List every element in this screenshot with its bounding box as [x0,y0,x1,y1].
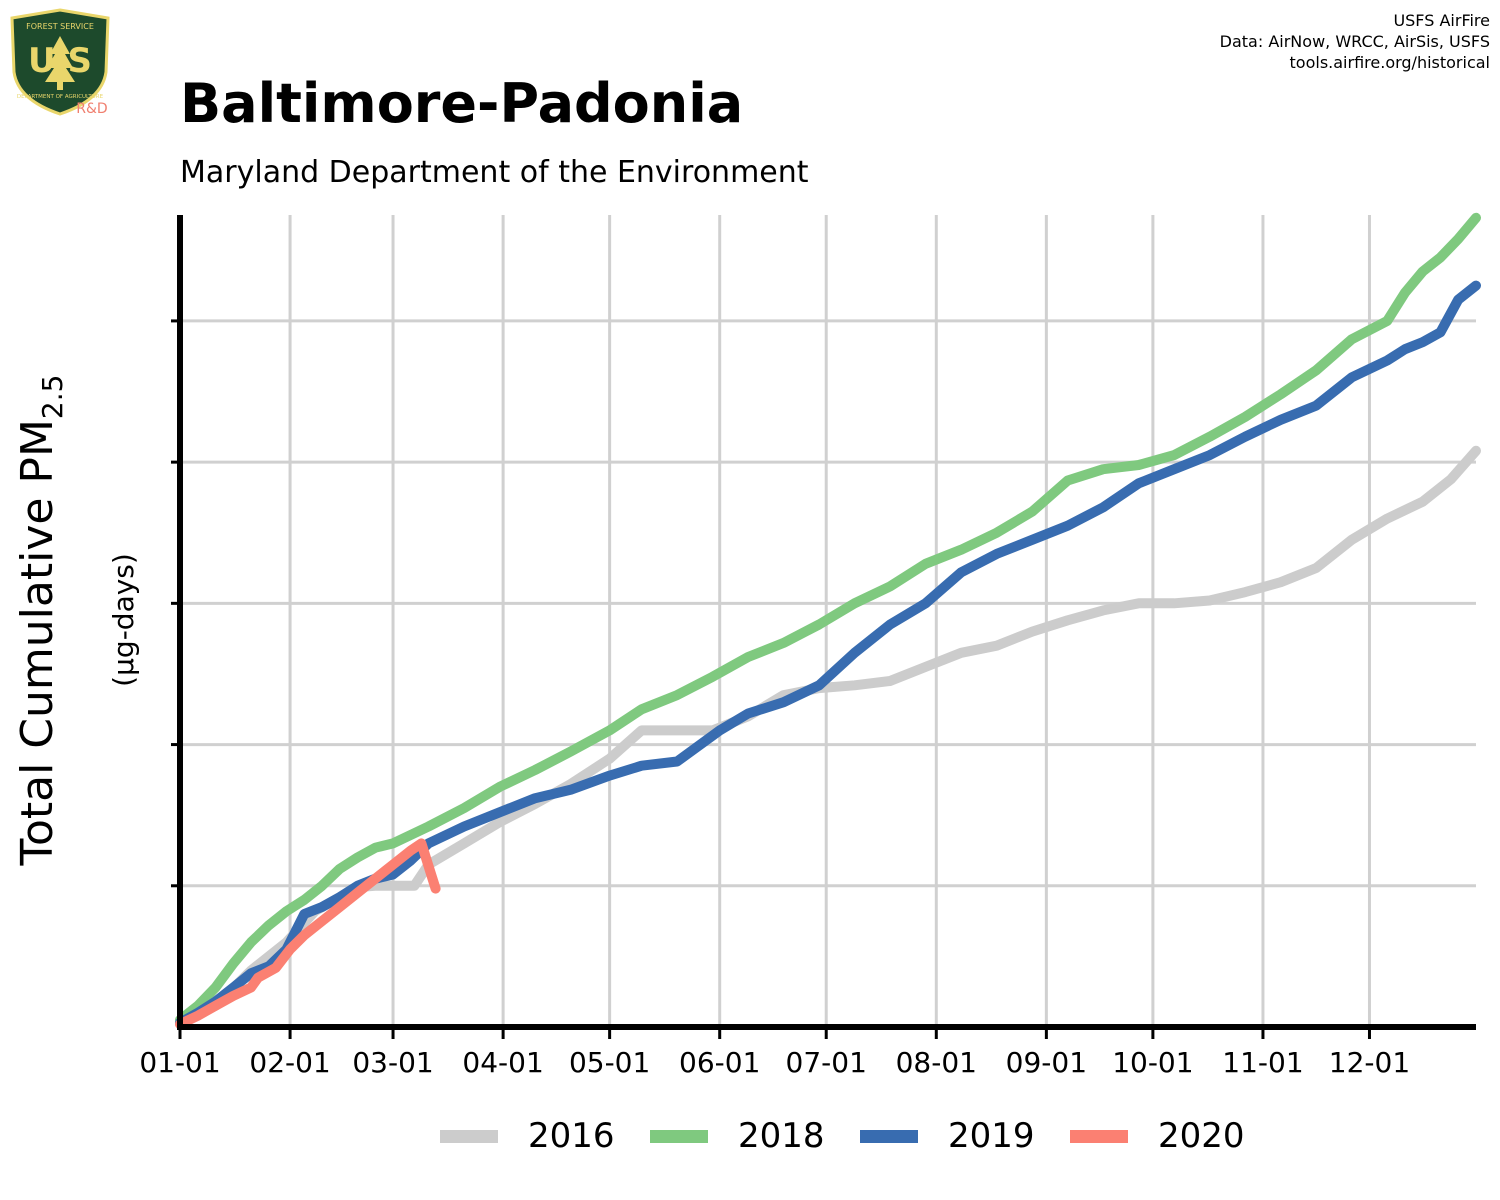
credit-airfire: USFS AirFire [1393,11,1490,30]
y-axis-title: Total Cumulative PM2.5 [12,375,69,867]
y-axis-label: Total Cumulative PM2.5 (µg-days) [12,375,140,867]
axes [171,215,1476,1039]
legend-item-2016: 2016 [440,1112,615,1160]
legend-item-2019: 2019 [860,1112,1035,1160]
x-tick-label-05-01: 05-01 [569,1046,650,1079]
tree-trunk-icon [57,82,63,90]
chart-title: Baltimore-Padonia [180,72,744,135]
x-tick-label-03-01: 03-01 [352,1046,433,1079]
grid-lines [178,215,1476,1027]
legend: 2016 2018 2019 2020 [0,1112,1500,1160]
x-tick-label-06-01: 06-01 [679,1046,760,1079]
x-tick-label-04-01: 04-01 [462,1046,543,1079]
tree-icon [45,36,75,82]
x-tick-label-11-01: 11-01 [1222,1046,1303,1079]
legend-label-2020: 2020 [1158,1116,1245,1156]
x-axis-tick-labels: 01-01 02-01 03-01 04-01 05-01 06-01 07-01 08-01… [139,1046,1410,1079]
x-tick-label-09-01: 09-01 [1006,1046,1087,1079]
x-tick-label-02-01: 02-01 [249,1046,330,1079]
legend-label-2018: 2018 [738,1116,825,1156]
series-line-2019 [175,280,1481,1028]
x-tick-label-01-01: 01-01 [139,1046,220,1079]
legend-swatch-2016 [440,1129,498,1143]
legend-swatch-2019 [860,1129,918,1143]
x-tick-label-10-01: 10-01 [1112,1046,1193,1079]
credit-data-sources: Data: AirNow, WRCC, AirSis, USFS [1219,32,1490,51]
logo-bottom-text: DEPARTMENT OF AGRICULTURE [17,94,104,100]
forest-service-logo: FOREST SERVICE U S DEPARTMENT OF AGRICUL… [10,8,110,117]
y-axis-title-main: Total Cumulative PM [12,419,63,866]
series-line-2020 [175,838,441,1030]
series-line-2016 [175,445,1481,1028]
series-line-2018 [175,212,1481,1025]
y-axis-title-subscript: 2.5 [36,375,69,420]
x-tick-label-07-01: 07-01 [786,1046,867,1079]
y-axis-units: (µg-days) [107,553,140,687]
legend-item-2020: 2020 [1070,1112,1245,1160]
credit-url: tools.airfire.org/historical [1289,53,1490,72]
legend-swatch-2020 [1070,1129,1128,1143]
legend-swatch-2018 [650,1129,708,1143]
legend-label-2016: 2016 [528,1116,615,1156]
logo-top-text: FOREST SERVICE [26,22,94,31]
series-lines [175,212,1481,1030]
legend-item-2018: 2018 [650,1112,825,1160]
logo-rd-tag: R&D [76,101,107,117]
legend-label-2019: 2019 [948,1116,1035,1156]
x-tick-label-12-01: 12-01 [1329,1046,1410,1079]
x-tick-label-08-01: 08-01 [896,1046,977,1079]
chart-subtitle: Maryland Department of the Environment [180,155,809,190]
